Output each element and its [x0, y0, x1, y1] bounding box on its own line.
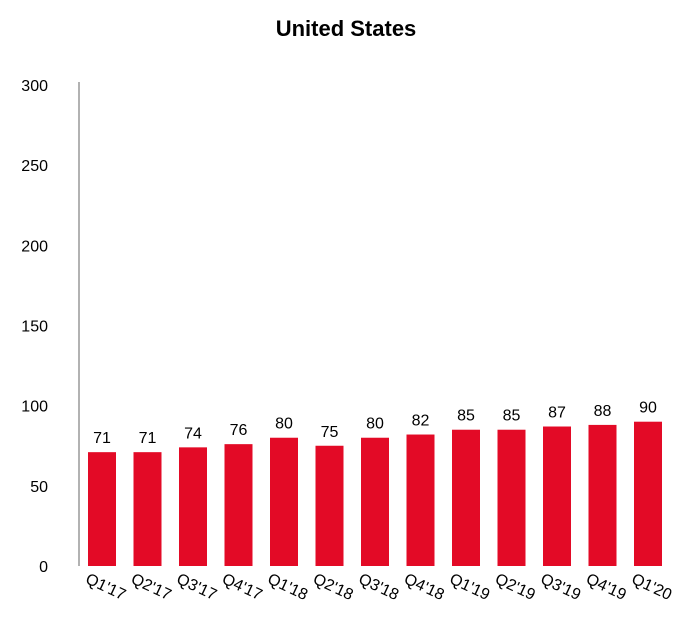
x-tick-label: Q4'19 [583, 571, 629, 604]
bar [634, 421, 662, 566]
x-tick-label: Q1'18 [265, 571, 311, 604]
data-label: 74 [184, 425, 202, 442]
data-label: 88 [594, 403, 612, 420]
x-tick-label: Q2'18 [310, 571, 356, 604]
data-label: 80 [275, 416, 293, 433]
y-tick-label: 50 [30, 479, 48, 496]
data-label: 71 [93, 430, 111, 447]
x-tick-label: Q2'17 [128, 571, 174, 604]
bar [315, 445, 344, 566]
x-tick-label: Q2'19 [492, 571, 538, 604]
x-axis-labels: Q1'17 Q2'17 Q3'17 Q4'17 Q1'18 Q2'18 Q3'18 Q4'18… [83, 571, 675, 604]
data-label: 82 [412, 413, 430, 430]
data-label: 71 [139, 430, 157, 447]
data-labels: 71 71 74 76 80 75 80 82 85 85 87 88 90 [93, 400, 657, 447]
y-tick-label: 250 [21, 158, 48, 175]
x-tick-label: Q1'17 [83, 571, 129, 604]
x-tick-label: Q4'17 [219, 571, 265, 604]
bar [406, 434, 435, 566]
y-axis-ticks: 0 50 100 150 200 250 300 [21, 78, 48, 576]
bar [497, 429, 526, 566]
data-label: 90 [639, 400, 657, 417]
x-tick-label: Q3'17 [174, 571, 220, 604]
x-tick-label: Q4'18 [401, 571, 447, 604]
bar [588, 424, 617, 566]
y-tick-label: 100 [21, 399, 48, 416]
bar [452, 429, 480, 566]
x-tick-label: Q1'19 [447, 571, 493, 604]
bar [224, 444, 253, 566]
bar [270, 437, 298, 566]
bar [361, 437, 389, 566]
y-tick-label: 200 [21, 238, 48, 255]
x-tick-label: Q3'19 [538, 571, 584, 604]
x-tick-label: Q3'18 [356, 571, 402, 604]
data-label: 87 [548, 405, 566, 422]
data-label: 80 [366, 416, 384, 433]
bar [543, 426, 571, 566]
y-tick-label: 300 [21, 78, 48, 95]
x-tick-label: Q1'20 [629, 571, 675, 604]
data-label: 76 [230, 422, 248, 439]
chart-title: United States [275, 16, 417, 41]
y-tick-label: 0 [39, 559, 48, 576]
bar [179, 447, 207, 566]
bars [88, 421, 662, 566]
data-label: 85 [503, 408, 521, 425]
data-label: 75 [321, 424, 339, 441]
data-label: 85 [457, 408, 475, 425]
y-tick-label: 150 [21, 319, 48, 336]
bar [88, 452, 116, 566]
bar [133, 452, 162, 566]
